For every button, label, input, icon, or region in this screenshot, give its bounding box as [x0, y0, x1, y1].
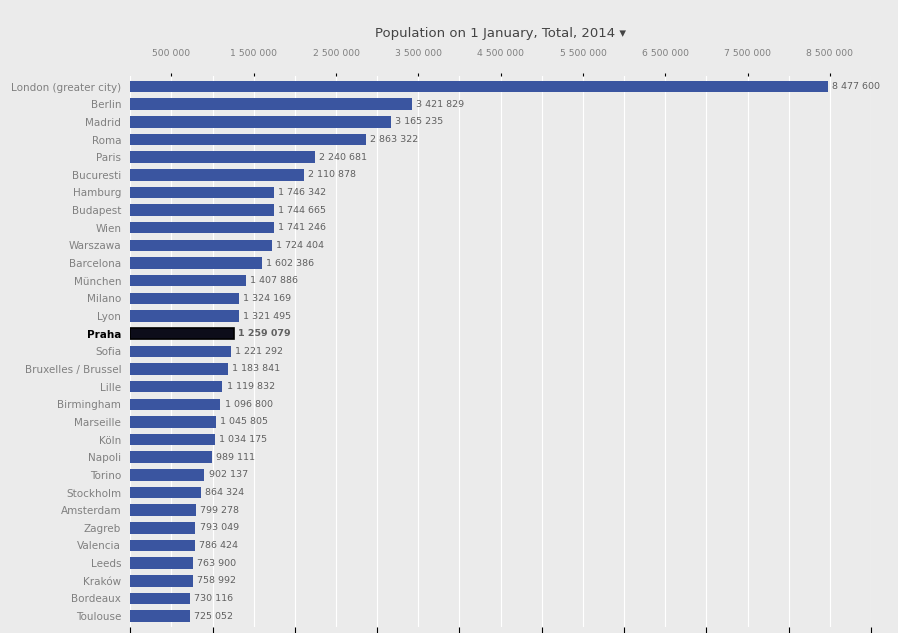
Title: Population on 1 January, Total, 2014 ▾: Population on 1 January, Total, 2014 ▾	[375, 27, 626, 40]
Text: 2 110 878: 2 110 878	[308, 170, 357, 179]
Bar	[130, 275, 246, 287]
Text: 1 183 841: 1 183 841	[232, 365, 280, 373]
Text: 763 900: 763 900	[198, 559, 236, 568]
Bar	[130, 363, 228, 375]
Bar	[130, 575, 193, 587]
Text: 1 602 386: 1 602 386	[266, 258, 314, 268]
Text: 1 034 175: 1 034 175	[219, 435, 268, 444]
Bar	[130, 381, 223, 392]
Text: 3 421 829: 3 421 829	[416, 100, 464, 109]
Bar	[130, 328, 233, 339]
Text: 902 137: 902 137	[208, 470, 248, 479]
Text: 1 119 832: 1 119 832	[226, 382, 275, 391]
Bar	[130, 99, 412, 110]
Text: 3 165 235: 3 165 235	[395, 117, 443, 127]
Bar	[130, 328, 233, 339]
Text: 758 992: 758 992	[197, 576, 236, 586]
Text: 793 049: 793 049	[199, 523, 239, 532]
Text: 2 863 322: 2 863 322	[370, 135, 418, 144]
Text: 1 724 404: 1 724 404	[277, 241, 324, 250]
Bar	[130, 240, 272, 251]
Bar	[130, 310, 239, 322]
Text: 1 407 886: 1 407 886	[251, 276, 298, 285]
Text: 799 278: 799 278	[200, 506, 239, 515]
Bar	[130, 399, 221, 410]
Bar	[130, 540, 195, 551]
Bar	[130, 434, 216, 445]
Bar	[130, 610, 189, 622]
Text: 786 424: 786 424	[199, 541, 238, 550]
Bar	[130, 116, 391, 128]
Text: 1 741 246: 1 741 246	[277, 223, 326, 232]
Bar	[130, 222, 274, 234]
Text: 989 111: 989 111	[216, 453, 255, 461]
Bar	[130, 469, 205, 480]
Bar	[130, 187, 274, 198]
Bar	[130, 416, 216, 428]
Bar	[130, 292, 239, 304]
Bar	[130, 169, 304, 180]
Text: 1 321 495: 1 321 495	[243, 311, 291, 320]
Text: 1 045 805: 1 045 805	[220, 417, 269, 427]
Bar	[130, 204, 274, 216]
Bar	[130, 487, 201, 498]
Text: 1 259 079: 1 259 079	[238, 329, 291, 338]
Text: 8 477 600: 8 477 600	[832, 82, 880, 91]
Bar	[130, 346, 231, 357]
Bar	[130, 451, 212, 463]
Text: 864 324: 864 324	[206, 488, 244, 497]
Text: 730 116: 730 116	[195, 594, 233, 603]
Bar	[130, 81, 828, 92]
Text: 2 240 681: 2 240 681	[319, 153, 366, 161]
Bar	[130, 258, 262, 269]
Bar	[130, 151, 314, 163]
Bar	[130, 558, 193, 569]
Bar	[130, 592, 190, 604]
Text: 1 324 169: 1 324 169	[243, 294, 292, 303]
Text: 1 221 292: 1 221 292	[235, 347, 283, 356]
Text: 1 744 665: 1 744 665	[278, 206, 326, 215]
Text: 725 052: 725 052	[194, 611, 233, 620]
Text: 1 746 342: 1 746 342	[278, 188, 326, 197]
Text: 1 096 800: 1 096 800	[224, 400, 273, 409]
Bar	[130, 522, 196, 534]
Bar	[130, 505, 196, 516]
Bar	[130, 134, 365, 145]
